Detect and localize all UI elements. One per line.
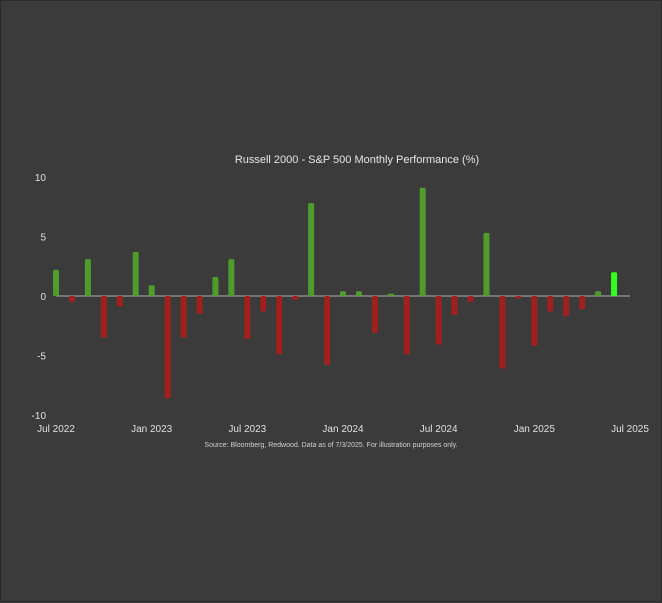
x-tick-label: Jul 2022 — [37, 424, 75, 435]
bar-oct-2024 — [483, 232, 490, 296]
bar-apr-2024 — [387, 293, 394, 296]
x-axis-ticks: Jul 2022 Jan 2023 Jul 2023 Jan 2024 Jul 2024… — [37, 424, 649, 435]
bar-sep-2024 — [467, 296, 474, 302]
bar-mar-2024 — [371, 296, 378, 333]
y-tick-label: 0 — [40, 292, 46, 303]
x-tick-label: Jan 2024 — [322, 424, 364, 435]
bar-apr-2023 — [196, 296, 203, 314]
bar-sep-2022 — [84, 259, 91, 296]
x-tick-label: Jan 2025 — [514, 424, 556, 435]
bar-dec-2023 — [324, 296, 331, 366]
bar-apr-2025 — [579, 296, 586, 310]
bar-feb-2023 — [164, 296, 171, 399]
y-tick-label: -10 — [32, 411, 47, 422]
bar-nov-2022 — [116, 296, 123, 307]
bar-jan-2024 — [340, 291, 346, 296]
x-tick-label: Jan 2023 — [131, 424, 173, 435]
bar-jul-2023 — [244, 296, 251, 339]
bar-jan-2023 — [148, 285, 155, 296]
bar-feb-2024 — [355, 291, 362, 296]
bar-oct-2023 — [292, 296, 299, 300]
bar-mar-2025 — [563, 296, 570, 317]
bar-aug-2022 — [68, 296, 75, 302]
bar-dec-2022 — [132, 251, 139, 296]
bar-jun-2023 — [228, 259, 235, 296]
y-axis-ticks: 10 5 0 -5 -10 — [32, 173, 47, 422]
bar-mar-2023 — [180, 296, 187, 338]
y-tick-label: 5 — [40, 233, 46, 244]
bar-oct-2022 — [100, 296, 107, 338]
bar-jun-2025 — [611, 272, 618, 296]
bar-aug-2024 — [451, 296, 458, 316]
bar-jan-2025 — [531, 296, 538, 346]
bar-nov-2024 — [499, 296, 506, 369]
bar-may-2024 — [403, 296, 410, 355]
bar-jul-2024 — [435, 296, 442, 345]
x-tick-label: Jul 2023 — [228, 424, 266, 435]
chart-title: Russell 2000 - S&P 500 Monthly Performan… — [235, 154, 479, 166]
bar-may-2025 — [595, 291, 602, 296]
y-tick-label: -5 — [37, 352, 46, 363]
bar-dec-2024 — [515, 296, 522, 299]
y-tick-label: 10 — [35, 173, 47, 184]
x-tick-label: Jul 2025 — [611, 424, 649, 435]
bar-jun-2024 — [419, 187, 426, 296]
bar-aug-2023 — [260, 296, 267, 312]
bar-jul-2022 — [53, 269, 59, 296]
source-note: Source: Bloomberg, Redwood. Data as of 7… — [204, 442, 457, 449]
bar-may-2023 — [212, 276, 219, 296]
x-tick-label: Jul 2024 — [420, 424, 458, 435]
bar-nov-2023 — [308, 203, 315, 296]
bar-feb-2025 — [547, 296, 554, 312]
bar-sep-2023 — [276, 296, 283, 355]
bar-series — [53, 187, 618, 399]
